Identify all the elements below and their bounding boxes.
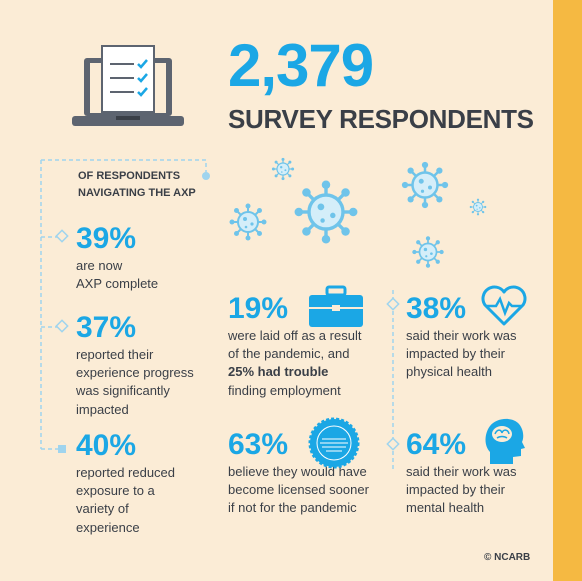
stat-value: 64% [406, 428, 467, 461]
stat-value: 38% [406, 292, 467, 325]
stat-block-reduced-exposure: 40% reported reduced exposure to a varie… [76, 431, 175, 537]
briefcase-icon [309, 285, 363, 327]
virus-icon [271, 157, 295, 181]
stat-text-line: physical health [406, 364, 492, 380]
heartbeat-icon [481, 285, 527, 326]
stat-text-line: impacted by their [406, 346, 505, 362]
stat-block-physical-health: 38% said their work was impacted by thei… [406, 294, 517, 382]
stat-text-line: AXP complete [76, 276, 159, 292]
virus-icon [292, 178, 360, 246]
stat-text-line: become licensed sooner [228, 482, 369, 498]
stat-value: 40% [76, 429, 137, 462]
stat-value: 19% [228, 292, 289, 325]
virus-cluster [228, 157, 487, 269]
stat-text-line: experience [76, 519, 140, 535]
stat-text-line: impacted by their [406, 482, 505, 498]
stat-text-line: are now [76, 258, 123, 273]
stat-text-line: reported their [76, 347, 154, 362]
virus-icon [469, 198, 487, 216]
laptop-checklist-icon [72, 45, 184, 126]
stat-text-line: said their work was [406, 464, 517, 479]
seal-icon [308, 417, 360, 469]
stat-block-laid-off: 19% were laid off as a result of the pan… [228, 294, 361, 400]
stat-text-line: believe they would have [228, 464, 367, 479]
stat-text-line: said their work was [406, 328, 517, 343]
stat-block-progress-impacted: 37% reported their experience progress w… [76, 313, 194, 419]
section-label: OF RESPONDENTS NAVIGATING THE AXP [78, 168, 196, 201]
stat-text-line: variety of [76, 501, 129, 517]
section-label-line2: NAVIGATING THE AXP [78, 186, 196, 199]
stat-value: 39% [76, 222, 137, 255]
section-label-line1: OF RESPONDENTS [78, 170, 181, 182]
stat-value: 37% [76, 311, 137, 344]
brain-head-icon [485, 418, 525, 464]
stat-block-licensed-sooner: 63% believe they would have become licen… [228, 430, 369, 518]
stat-text-line: experience progress [76, 365, 194, 381]
copyright: © NCARB [484, 552, 531, 563]
stat-text-line: if not for the pandemic [228, 500, 357, 516]
stat-block-axp-complete: 39% are now AXP complete [76, 224, 158, 293]
stat-text-line: finding employment [228, 382, 341, 398]
virus-icon [411, 235, 445, 269]
section-bracket [40, 159, 210, 453]
stat-value: 63% [228, 428, 289, 461]
stat-text-line: was significantly [76, 383, 170, 399]
stat-text-line: were laid off as a result [228, 328, 362, 343]
respondent-subtitle: SURVEY RESPONDENTS [228, 104, 534, 134]
virus-icon [400, 160, 450, 210]
stat-text-line: of the pandemic, and [228, 346, 350, 362]
stat-text-line: exposure to a [76, 483, 155, 499]
stat-block-mental-health: 64% said their work was impacted by thei… [406, 430, 517, 518]
right-accent-band [553, 0, 582, 581]
column-divider [386, 290, 400, 470]
stat-text-line: impacted [76, 401, 129, 417]
stat-text-line: mental health [406, 500, 485, 516]
stat-text-bold: 25% had trouble [228, 364, 329, 380]
respondent-count: 2,379 [228, 32, 374, 99]
virus-icon [228, 202, 268, 242]
stat-text-line: reported reduced [76, 465, 176, 480]
